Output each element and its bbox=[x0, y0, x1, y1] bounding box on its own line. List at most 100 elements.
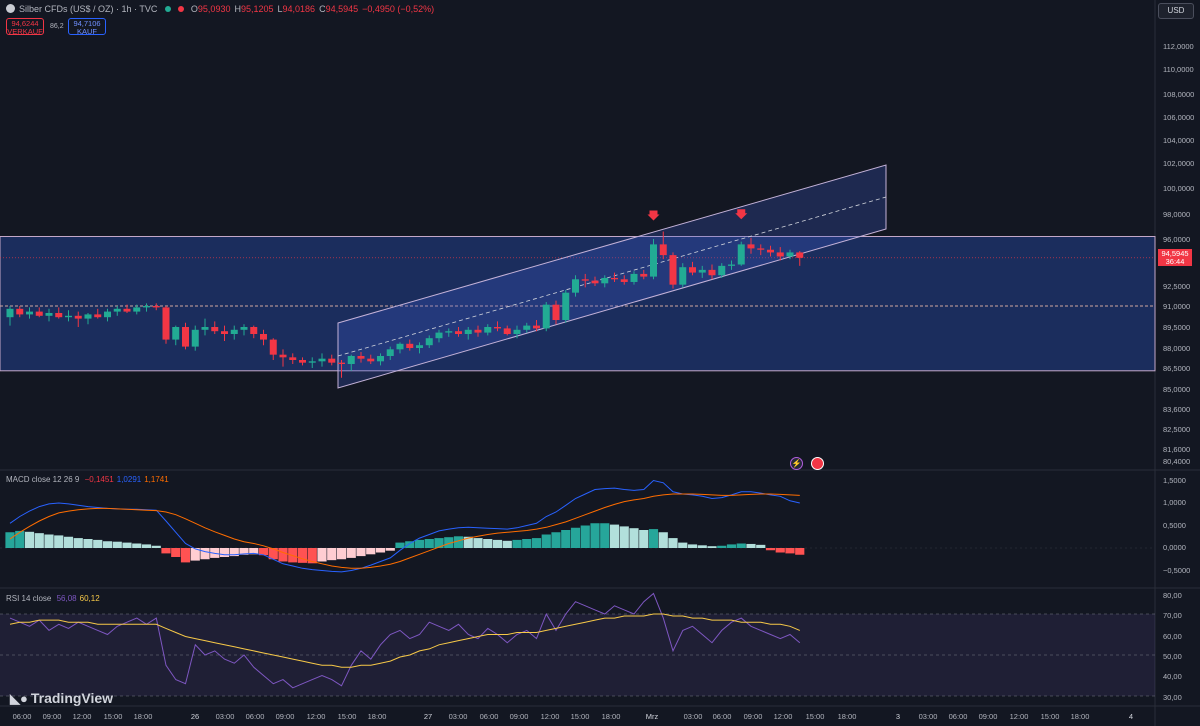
macd-histogram-bar bbox=[658, 532, 668, 548]
candle-body bbox=[552, 304, 560, 320]
macd-histogram-bar bbox=[590, 523, 600, 548]
macd-histogram-bar bbox=[102, 541, 113, 548]
macd-histogram-bar bbox=[375, 548, 386, 553]
candle-body bbox=[386, 349, 394, 356]
ohlc-label: C bbox=[319, 4, 326, 14]
candle-body bbox=[737, 244, 745, 265]
price-axis-label: 89,5000 bbox=[1163, 323, 1191, 332]
price-axis-label: 104,0000 bbox=[1163, 136, 1195, 145]
macd-histogram-bar bbox=[639, 530, 649, 548]
candle-body bbox=[796, 252, 804, 258]
macd-histogram-bar bbox=[366, 548, 376, 555]
flash-event-icon[interactable]: ⚡ bbox=[790, 457, 803, 470]
macd-value: 1,0291 bbox=[116, 475, 142, 484]
rsi-axis-label: 40,00 bbox=[1163, 672, 1182, 681]
rsi-axis-label: 80,00 bbox=[1163, 591, 1182, 600]
macd-histogram-bar bbox=[385, 548, 395, 551]
ohlc-value: 94,0186 bbox=[282, 4, 316, 14]
candle-body bbox=[377, 356, 384, 362]
time-axis-label: 18:00 bbox=[367, 712, 387, 721]
candle-body bbox=[718, 265, 726, 276]
time-axis-label: 18:00 bbox=[837, 712, 857, 721]
time-axis-label: 18:00 bbox=[133, 712, 153, 721]
candle-body bbox=[572, 279, 579, 293]
currency-selector[interactable]: USD bbox=[1158, 3, 1194, 19]
sell-label: VERKAUF bbox=[7, 27, 43, 36]
macd-histogram-bar bbox=[717, 545, 727, 548]
macd-histogram-bar bbox=[180, 548, 191, 563]
candle-body bbox=[338, 362, 345, 364]
macd-histogram-bar bbox=[151, 545, 161, 548]
macd-histogram-bar bbox=[531, 538, 542, 548]
time-axis-label: 15:00 bbox=[1040, 712, 1060, 721]
last-price-value: 94,5945 bbox=[1161, 249, 1189, 258]
ohlc-label: H bbox=[234, 4, 241, 14]
candle-body bbox=[708, 269, 716, 276]
macd-histogram-bar bbox=[668, 538, 678, 548]
macd-histogram-bar bbox=[141, 544, 152, 548]
macd-histogram-bar bbox=[5, 532, 15, 548]
symbol-title[interactable]: Silber CFDs (US$ / OZ) · 1h · TVC bbox=[19, 4, 158, 14]
macd-histogram-bar bbox=[502, 540, 512, 548]
sell-button[interactable]: 94,6244 VERKAUF bbox=[6, 18, 44, 36]
time-axis-label: 12:00 bbox=[306, 712, 326, 721]
candle-body bbox=[455, 331, 462, 334]
alert-status-icon bbox=[178, 6, 185, 12]
candle-body bbox=[581, 279, 589, 281]
price-axis-label: 110,0000 bbox=[1163, 65, 1194, 74]
candle-body bbox=[630, 273, 638, 282]
macd-histogram-bar bbox=[44, 534, 54, 548]
candle-body bbox=[35, 311, 43, 316]
macd-histogram-bar bbox=[327, 548, 337, 561]
macd-histogram-bar bbox=[561, 530, 571, 548]
macd-histogram-bar bbox=[93, 539, 103, 548]
macd-histogram-bar bbox=[132, 543, 142, 548]
macd-histogram-bar bbox=[54, 535, 64, 548]
candle-body bbox=[26, 311, 33, 315]
macd-histogram-bar bbox=[687, 544, 698, 548]
time-axis-label: 03:00 bbox=[683, 712, 703, 721]
macd-histogram-bar bbox=[424, 539, 434, 548]
time-axis-label: 09:00 bbox=[743, 712, 763, 721]
macd-histogram-bar bbox=[746, 543, 756, 548]
macd-histogram-bar bbox=[795, 548, 805, 555]
macd-legend[interactable]: MACD close 12 26 9 −0,1451 1,0291 1,1741 bbox=[6, 475, 175, 484]
candle-body bbox=[767, 249, 774, 253]
candle-body bbox=[679, 267, 687, 285]
macd-histogram-bar bbox=[492, 539, 503, 548]
candle-body bbox=[211, 327, 219, 332]
time-axis-label: 15:00 bbox=[805, 712, 825, 721]
tradingview-logo[interactable]: ◣● TradingView bbox=[10, 690, 113, 707]
ohlc-value: 95,1205 bbox=[240, 4, 274, 14]
price-axis-label: 100,0000 bbox=[1163, 184, 1195, 193]
ohlc-value: 94,5945 bbox=[325, 4, 359, 14]
candle-body bbox=[94, 314, 102, 318]
macd-histogram-bar bbox=[678, 542, 688, 548]
macd-axis-label: 1,5000 bbox=[1163, 476, 1186, 485]
macd-histogram-bar bbox=[551, 532, 561, 548]
time-axis-label: 27 bbox=[423, 712, 433, 721]
candle-body bbox=[503, 328, 511, 334]
price-axis-label: 86,5000 bbox=[1163, 364, 1191, 373]
rsi-legend[interactable]: RSI 14 close 56,08 60,12 bbox=[6, 594, 106, 603]
chart-header: Silber CFDs (US$ / OZ) · 1h · TVC O95,09… bbox=[6, 4, 442, 14]
buy-button[interactable]: 94,7106 KAUF bbox=[68, 18, 106, 36]
macd-histogram-bar bbox=[258, 548, 269, 556]
last-price-tag: 94,5945 36:44 bbox=[1158, 249, 1192, 266]
flag-event-icon[interactable] bbox=[811, 457, 824, 470]
macd-histogram-bar bbox=[570, 527, 581, 548]
candle-body bbox=[143, 306, 150, 308]
macd-histogram-bar bbox=[453, 536, 464, 548]
time-axis-label: 03:00 bbox=[448, 712, 468, 721]
market-status-icon bbox=[164, 6, 171, 12]
candle-body bbox=[786, 252, 794, 257]
rsi-title: RSI 14 close bbox=[6, 594, 52, 603]
macd-histogram-bar bbox=[63, 536, 74, 548]
candle-body bbox=[240, 327, 248, 330]
macd-histogram-bar bbox=[434, 538, 444, 548]
candle-body bbox=[533, 325, 540, 329]
candle-body bbox=[776, 252, 784, 257]
candle-body bbox=[152, 306, 160, 308]
rsi-axis-label: 50,00 bbox=[1163, 652, 1182, 661]
